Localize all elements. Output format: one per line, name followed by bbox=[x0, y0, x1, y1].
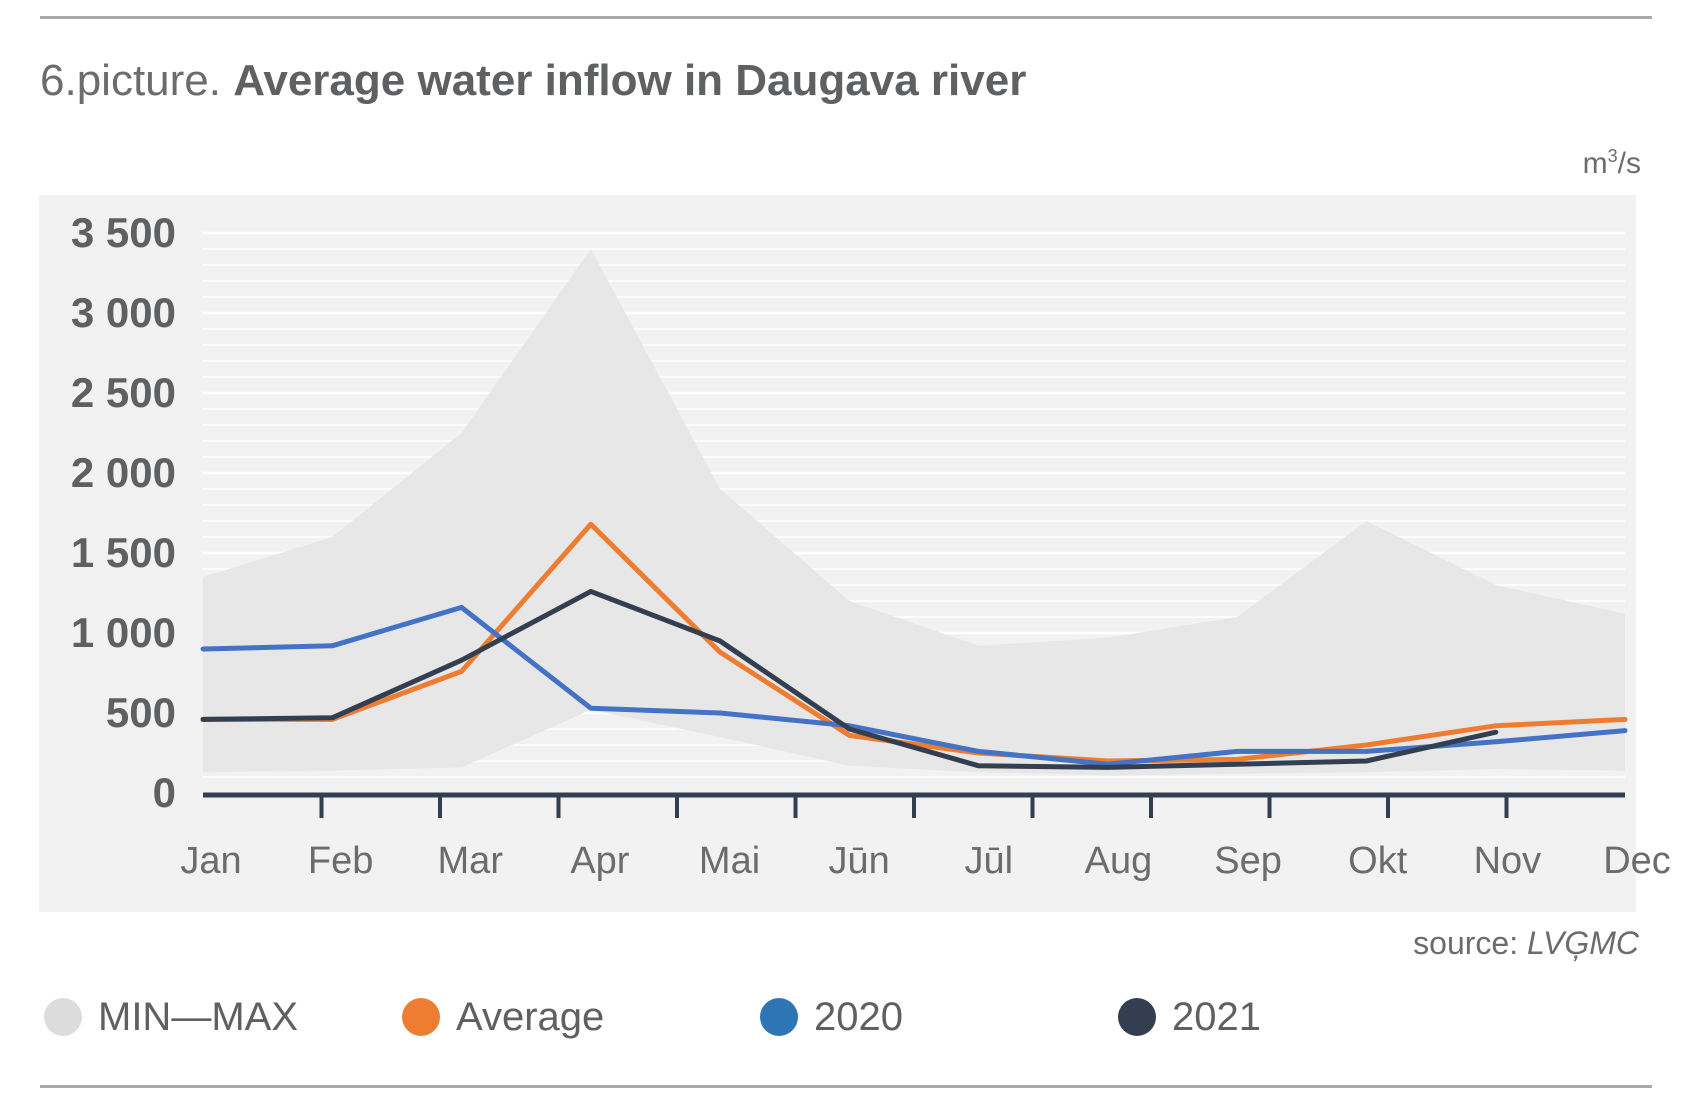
series-line-2021 bbox=[200, 588, 1499, 770]
legend-item-average: Average bbox=[402, 992, 604, 1042]
legend-item-2020: 2020 bbox=[760, 992, 903, 1042]
unit-exponent: 3 bbox=[1607, 146, 1618, 166]
y-tick-label: 0 bbox=[153, 769, 176, 816]
legend-swatch-min-max bbox=[44, 998, 82, 1036]
x-tick-label: Mar bbox=[438, 840, 504, 882]
legend-label-2021: 2021 bbox=[1172, 994, 1261, 1039]
bottom-rule bbox=[40, 1085, 1652, 1088]
legend-item-2021: 2021 bbox=[1118, 992, 1261, 1042]
source-name: LVĢMC bbox=[1526, 925, 1639, 961]
series-line-2020 bbox=[200, 604, 1628, 767]
legend-swatch-average bbox=[402, 998, 440, 1036]
x-tick-label: Apr bbox=[570, 840, 629, 882]
unit-suffix: /s bbox=[1617, 147, 1641, 180]
x-tick-label: Jūl bbox=[965, 840, 1014, 882]
top-rule bbox=[40, 16, 1652, 19]
title-prefix: 6.picture. bbox=[40, 56, 221, 105]
y-tick-label: 3 500 bbox=[71, 209, 176, 256]
unit-base: m bbox=[1582, 147, 1608, 180]
y-tick-label: 1 000 bbox=[71, 609, 176, 656]
x-tick-label: Dec bbox=[1603, 840, 1671, 882]
legend: MIN—MAX Average 2020 2021 bbox=[44, 992, 1444, 1042]
legend-label-2020: 2020 bbox=[814, 994, 903, 1039]
x-tick-label: Sep bbox=[1214, 840, 1282, 882]
min-max-band bbox=[203, 249, 1625, 776]
unit-label: m3/s bbox=[1583, 146, 1641, 181]
title-main: Average water inflow in Daugava river bbox=[233, 56, 1027, 105]
series-line-average bbox=[200, 521, 1628, 764]
legend-item-min-max: MIN—MAX bbox=[44, 992, 298, 1042]
x-tick-label: Aug bbox=[1085, 840, 1153, 882]
source-label: source: bbox=[1413, 925, 1519, 961]
legend-label-min-max: MIN—MAX bbox=[98, 994, 298, 1039]
legend-label-average: Average bbox=[456, 994, 605, 1039]
source-note: source: LVĢMC bbox=[1413, 925, 1639, 962]
x-tick-label: Mai bbox=[699, 840, 760, 882]
y-tick-label: 500 bbox=[106, 689, 176, 736]
y-tick-label: 3 000 bbox=[71, 289, 176, 336]
y-tick-label: 2 000 bbox=[71, 449, 176, 496]
chart-title: 6.picture. Average water inflow in Dauga… bbox=[40, 56, 1026, 106]
x-tick-label: Jan bbox=[180, 840, 241, 882]
x-tick-label: Nov bbox=[1474, 840, 1542, 882]
y-tick-label: 2 500 bbox=[71, 369, 176, 416]
x-tick-label: Jūn bbox=[829, 840, 890, 882]
y-tick-label: 1 500 bbox=[71, 529, 176, 576]
x-tick-label: Feb bbox=[308, 840, 373, 882]
x-tick-label: Okt bbox=[1348, 840, 1408, 882]
legend-swatch-2020 bbox=[760, 998, 798, 1036]
legend-swatch-2021 bbox=[1118, 998, 1156, 1036]
